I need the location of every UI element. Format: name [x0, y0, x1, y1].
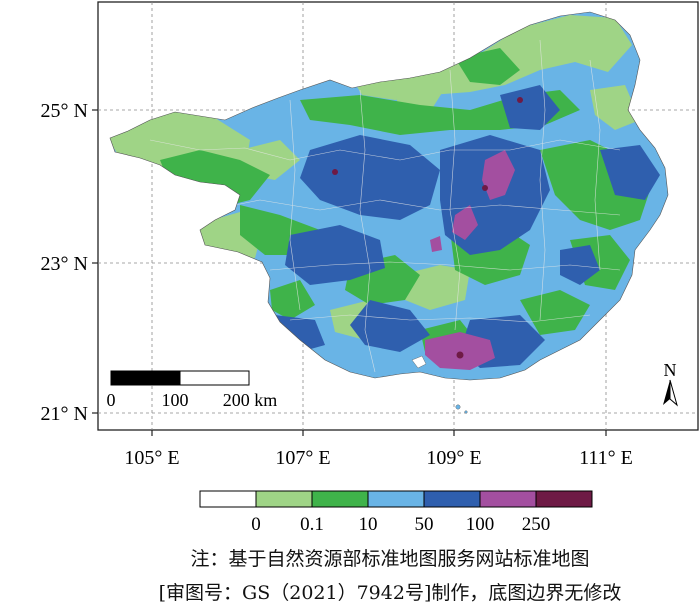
legend-swatch-4: [423, 490, 481, 508]
legend-label-250: 250: [522, 514, 551, 535]
scale-tick-100: 100: [162, 390, 189, 410]
lon-label-109: 109° E: [426, 447, 481, 469]
rain-class-max: [332, 97, 523, 359]
lat-label-25: 25° N: [41, 100, 88, 122]
lon-label-111: 111° E: [579, 447, 633, 469]
province-outline: [109, 11, 669, 381]
lat-label-23: 23° N: [41, 253, 88, 275]
legend-label-0: 0: [251, 514, 261, 535]
lat-label-21: 21° N: [41, 403, 88, 425]
scale-tick-200: 200 km: [223, 390, 278, 410]
rain-class-250: [425, 150, 515, 370]
legend-swatch-0: [199, 490, 257, 508]
legend-swatch-6: [535, 490, 593, 508]
map-note-line-1: 注：基于自然资源部标准地图服务网站标准地图: [190, 548, 590, 570]
north-arrow-icon: [663, 380, 670, 405]
lon-label-105: 105° E: [124, 447, 179, 469]
legend-label-100: 100: [466, 514, 495, 535]
guangxi-rainfall-region: [110, 12, 668, 380]
scale-bar-white-segment: [179, 370, 250, 386]
legend-swatch-2: [311, 490, 369, 508]
map-note-line-2: [审图号：GS（2021）7942号]制作，底图边界无修改: [158, 582, 622, 604]
legend-swatch-5: [479, 490, 537, 508]
county-boundaries: [149, 39, 621, 373]
scale-bar-black-segment: [110, 370, 181, 386]
rainfall-map: 25° N 23° N 21° N 105° E 107° E 109° E 1…: [41, 1, 699, 535]
axis-ticks: [92, 109, 607, 436]
lon-label-107: 107° E: [275, 447, 330, 469]
legend-swatch-3: [367, 490, 425, 508]
north-arrow: N: [663, 360, 678, 407]
legend-label-50: 50: [415, 514, 434, 535]
legend-colorbar: 0 0.1 10 50 100 250: [199, 490, 593, 535]
map-frame: [97, 1, 699, 431]
north-label: N: [664, 360, 677, 380]
legend-label-10: 10: [359, 514, 378, 535]
islands: [411, 355, 468, 414]
legend-label-0.1: 0.1: [300, 514, 324, 535]
scale-bar: 0 100 200 km: [107, 370, 278, 410]
legend-swatch-1: [255, 490, 313, 508]
scale-tick-0: 0: [107, 390, 116, 410]
